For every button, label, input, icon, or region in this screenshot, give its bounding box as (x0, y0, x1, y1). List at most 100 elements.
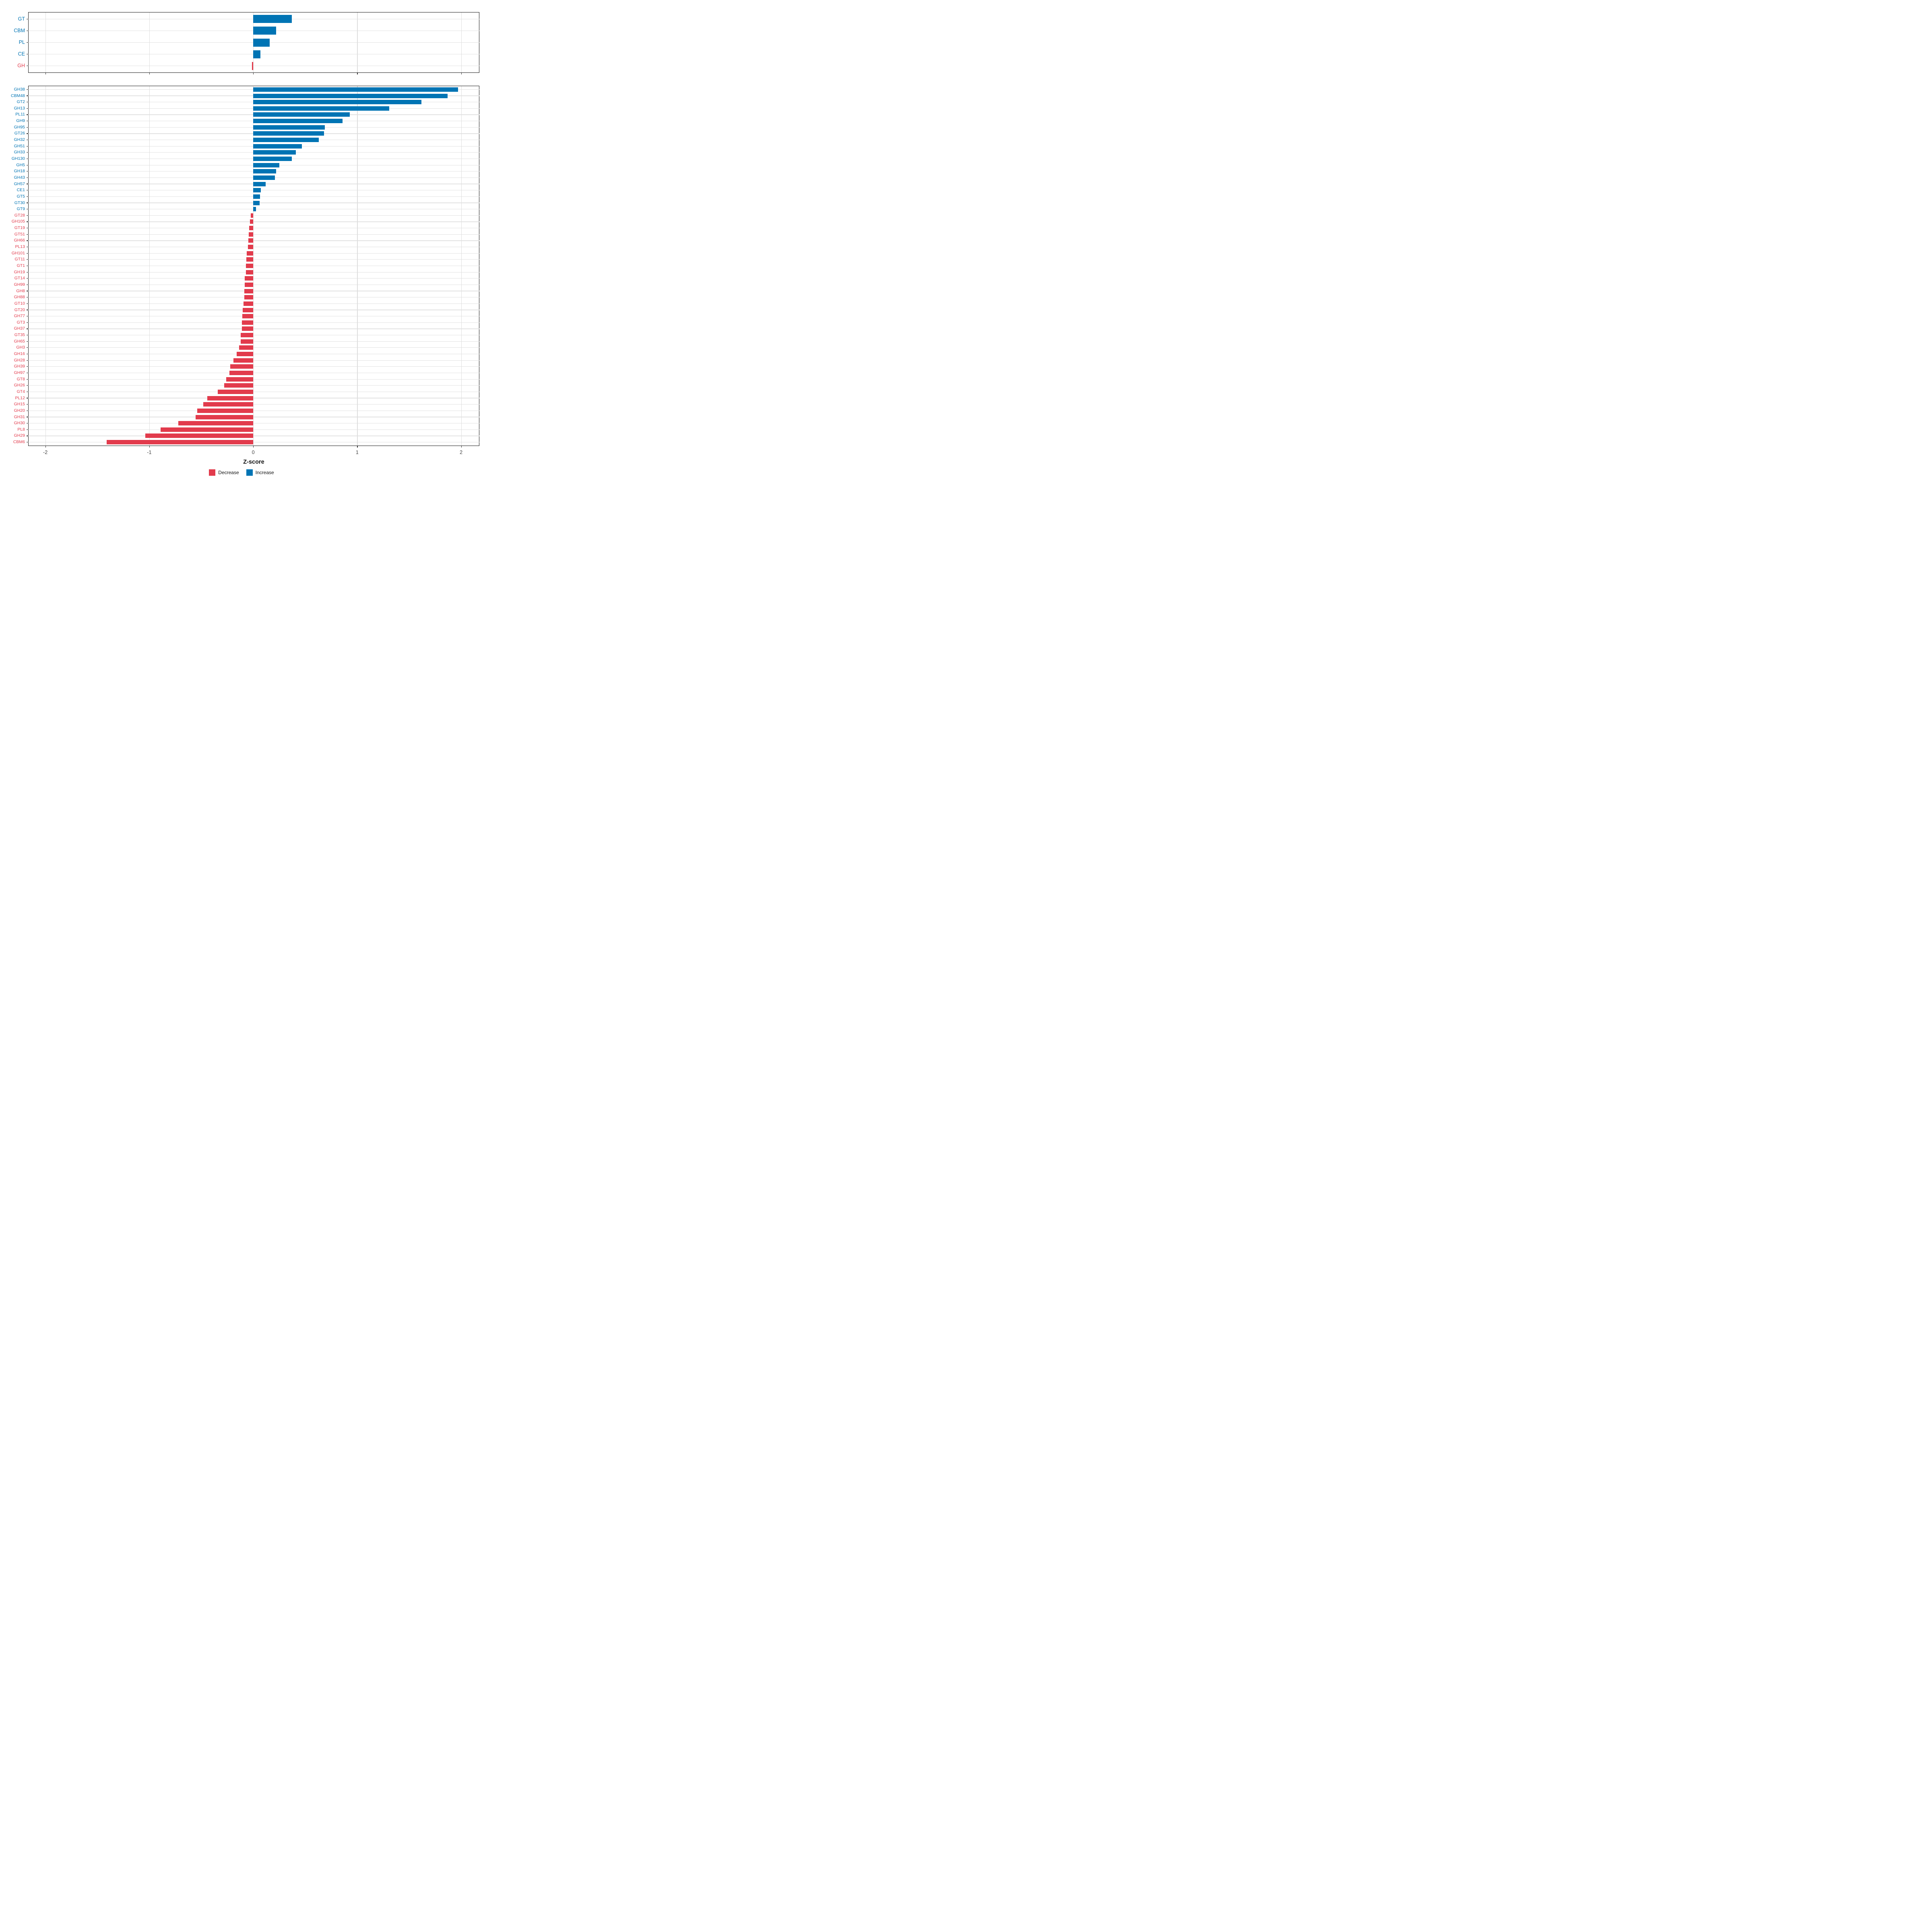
bar-GH9 (253, 119, 343, 124)
x-tick-2 (461, 73, 462, 74)
gridline-horizontal (28, 347, 479, 348)
x-tick-label--2: -2 (43, 450, 48, 455)
y-label-PL: PL (19, 39, 25, 45)
gridline-horizontal (28, 328, 479, 329)
gridline-horizontal (28, 215, 479, 216)
bar-GH77 (242, 314, 254, 319)
gridline-horizontal (28, 221, 479, 222)
bar-GH18 (253, 169, 276, 174)
y-label-GH101: GH101 (11, 250, 25, 256)
gridline-horizontal (28, 366, 479, 367)
bar-GT10 (243, 301, 254, 306)
y-label-GT1: GT1 (17, 263, 25, 268)
y-tick-GH101 (26, 253, 28, 254)
bar-GH13 (253, 106, 390, 111)
y-label-GH38: GH38 (14, 87, 25, 92)
y-label-GH33: GH33 (14, 150, 25, 155)
y-label-GH13: GH13 (14, 105, 25, 111)
y-tick-GH33 (26, 152, 28, 153)
y-label-GT30: GT30 (14, 200, 25, 205)
y-label-GH5: GH5 (16, 162, 25, 167)
bar-GH51 (253, 144, 302, 149)
bar-GH97 (229, 370, 254, 375)
gridline-horizontal (28, 253, 479, 254)
y-label-GT5: GT5 (17, 194, 25, 199)
y-label-GH15: GH15 (14, 402, 25, 407)
bar-CBM (253, 27, 276, 35)
bar-GT14 (244, 276, 254, 281)
bar-GT3 (242, 320, 254, 325)
bar-GT26 (253, 131, 324, 136)
bar-PL12 (207, 396, 254, 400)
bar-GH28 (233, 358, 254, 363)
gridline-vertical (45, 12, 46, 72)
bar-GT30 (253, 200, 260, 205)
bar-GH95 (253, 125, 325, 130)
y-label-GH29: GH29 (14, 433, 25, 438)
bar-GH39 (230, 364, 254, 369)
bar-GH130 (253, 157, 292, 161)
bar-GH43 (253, 175, 275, 180)
y-label-GH31: GH31 (14, 414, 25, 419)
y-label-CE: CE (18, 51, 25, 57)
y-label-GT14: GT14 (14, 276, 25, 281)
bar-GH15 (203, 402, 254, 407)
bar-GH33 (253, 150, 296, 155)
x-tick-label-0: 0 (252, 450, 255, 455)
y-tick-PL8 (26, 429, 28, 430)
bar-GT8 (226, 377, 254, 382)
y-tick-GH66 (26, 240, 28, 241)
y-label-GH77: GH77 (14, 314, 25, 319)
y-tick-GH38 (26, 89, 28, 90)
y-tick-GT28 (26, 215, 28, 216)
y-label-GT11: GT11 (14, 257, 25, 262)
y-tick-GH28 (26, 360, 28, 361)
y-label-GT35: GT35 (14, 332, 25, 338)
bar-GH16 (236, 352, 254, 357)
gridline-horizontal (28, 278, 479, 279)
y-label-GT51: GT51 (14, 231, 25, 237)
bar-CE (253, 50, 261, 58)
y-tick-GH15 (26, 404, 28, 405)
gridline-horizontal (28, 360, 479, 361)
y-label-GT: GT (18, 16, 25, 22)
bar-GH30 (178, 421, 254, 426)
bar-GT20 (243, 308, 254, 312)
y-tick-GT14 (26, 278, 28, 279)
gridline-horizontal (28, 234, 479, 235)
x-tick--1 (149, 73, 150, 74)
gridline-horizontal (28, 429, 479, 430)
y-label-GH3: GH3 (16, 345, 25, 350)
y-label-GH18: GH18 (14, 169, 25, 174)
y-label-CBM: CBM (14, 27, 25, 33)
y-tick-GH65 (26, 341, 28, 342)
bar-GH20 (197, 408, 254, 413)
y-tick-GT5 (26, 196, 28, 197)
bar-PL13 (248, 245, 254, 250)
gridline-vertical (149, 86, 150, 446)
y-label-GT20: GT20 (14, 307, 25, 312)
gridline-horizontal (28, 379, 479, 380)
x-tick-label-1: 1 (355, 450, 359, 455)
gridline-horizontal (28, 303, 479, 304)
bar-GH105 (250, 219, 254, 224)
bar-CBM6 (106, 440, 254, 445)
gridline-horizontal (28, 341, 479, 342)
bar-PL8 (161, 427, 254, 432)
y-label-GH39: GH39 (14, 364, 25, 369)
bar-GH19 (246, 270, 254, 275)
bar-GH31 (195, 415, 254, 419)
gridline-horizontal (28, 322, 479, 323)
y-tick-GH3 (26, 347, 28, 348)
y-label-GT2: GT2 (17, 99, 25, 105)
y-label-PL12: PL12 (15, 395, 25, 400)
y-tick-GH51 (26, 146, 28, 147)
y-tick-PL11 (26, 114, 28, 115)
bar-GH29 (145, 433, 254, 438)
bar-GH88 (244, 295, 254, 300)
y-label-GH105: GH105 (11, 219, 25, 224)
bar-GH99 (244, 282, 254, 287)
gridline-vertical (461, 12, 462, 72)
bar-GH8 (244, 289, 254, 293)
y-label-GT28: GT28 (14, 213, 25, 218)
